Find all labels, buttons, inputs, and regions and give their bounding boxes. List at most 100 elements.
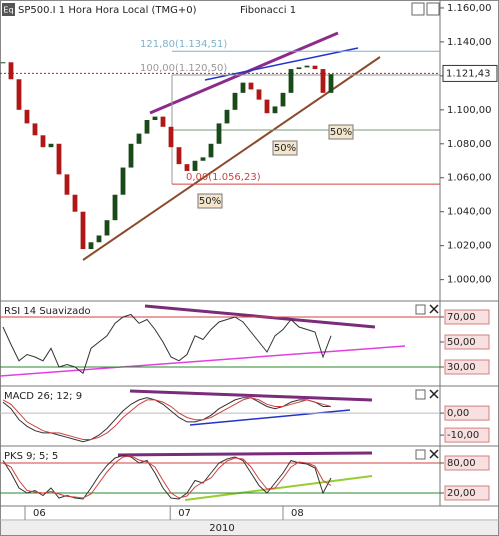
candle — [56, 143, 62, 175]
current-price-label: 1.121,43 — [446, 68, 491, 79]
y-tick-label: 0,00 — [447, 408, 469, 419]
series-line — [2, 455, 332, 499]
y-tick-box — [444, 334, 490, 350]
candle — [88, 242, 94, 250]
candle — [256, 89, 262, 100]
x-axis-label: 2010 — [209, 523, 234, 534]
candle — [176, 147, 182, 165]
candle — [168, 126, 174, 148]
trendline — [117, 451, 373, 457]
trendline — [129, 389, 373, 402]
candle — [152, 116, 158, 121]
panel-button[interactable] — [415, 304, 426, 315]
annotation: 50% — [274, 143, 296, 154]
candle — [192, 160, 198, 171]
symbol-icon[interactable] — [2, 3, 15, 16]
year-strip — [1, 521, 498, 535]
current-price-box — [442, 64, 498, 82]
candle — [24, 109, 30, 124]
y-tick-box — [444, 309, 490, 325]
candle — [160, 116, 166, 127]
y-tick-label: 1.160,00 — [447, 3, 492, 14]
panel-button[interactable] — [426, 2, 440, 16]
candle — [272, 106, 278, 114]
y-tick-box — [444, 405, 490, 421]
series-line — [2, 313, 332, 375]
y-tick-box — [444, 359, 490, 375]
fib-label: 121,80(1.134,51) — [140, 39, 227, 50]
candle — [304, 65, 310, 68]
chart-title[interactable]: SP500.I 1 Hora Hora Local (TMG+0) — [18, 5, 197, 16]
candle — [32, 123, 38, 136]
y-tick-label: 20,00 — [447, 488, 476, 499]
panel-button[interactable] — [415, 449, 426, 460]
y-tick-label: 1.060,00 — [447, 173, 492, 184]
y-tick-label: -10,00 — [447, 430, 479, 441]
candle — [48, 143, 54, 148]
panel-title[interactable]: PKS 9; 5; 5 — [4, 451, 58, 462]
x-tick-label: 06 — [33, 508, 46, 519]
trendlines — [0, 31, 440, 501]
trendline — [0, 345, 406, 377]
y-tick-label: 30,00 — [447, 362, 476, 373]
y-tick-label: 1.080,00 — [447, 139, 492, 150]
panel-button[interactable] — [415, 389, 426, 400]
candle — [136, 133, 142, 144]
symbol-icon-text: Eq — [3, 6, 13, 15]
indicator-name[interactable]: Fibonacci 1 — [240, 5, 296, 16]
candle — [240, 82, 246, 93]
candle — [312, 65, 318, 70]
trendline — [189, 409, 351, 426]
candle — [280, 92, 286, 107]
fib-label: 100,00(1.120,50) — [140, 63, 227, 74]
y-tick-label: 1.020,00 — [447, 241, 492, 252]
candle — [208, 143, 214, 158]
close-icon[interactable] — [429, 304, 439, 314]
close-icons — [429, 304, 439, 459]
x-tick-label: 07 — [178, 508, 191, 519]
candle — [232, 92, 238, 110]
candle — [296, 67, 302, 70]
candle — [72, 194, 78, 212]
candle — [128, 143, 134, 168]
candle — [112, 194, 118, 221]
panel-title[interactable]: MACD 26; 12; 9 — [4, 391, 82, 402]
candle — [96, 235, 102, 243]
candle — [144, 120, 150, 134]
annotation-box — [197, 193, 223, 209]
annotations: 50% 50% 50% — [197, 124, 354, 209]
y-tick-label: 1.040,00 — [447, 207, 492, 218]
x-tick-label: 08 — [291, 508, 304, 519]
panel-title[interactable]: RSI 14 Suavizado — [4, 306, 91, 317]
candle — [184, 164, 190, 171]
y-tick-label: 1.140,00 — [447, 37, 492, 48]
series-line — [2, 397, 332, 440]
candle — [8, 62, 14, 80]
candle — [104, 220, 110, 236]
candle — [224, 109, 230, 124]
y-tick-label: 50,00 — [447, 337, 476, 348]
candle — [80, 211, 86, 250]
candle — [40, 135, 46, 148]
annotation: 50% — [330, 127, 352, 138]
candle — [0, 62, 6, 64]
candle — [328, 74, 334, 93]
trendline — [184, 475, 373, 501]
y-tick-box — [444, 427, 490, 443]
panel-button[interactable] — [411, 2, 425, 16]
series-line — [2, 397, 331, 443]
annotation-box — [272, 140, 298, 156]
candle — [200, 157, 206, 161]
candle — [120, 167, 126, 195]
candle — [216, 123, 222, 144]
close-icon[interactable] — [429, 389, 439, 399]
candle — [64, 174, 70, 195]
y-tick-label: 1.000,00 — [447, 275, 492, 286]
candle — [16, 79, 22, 110]
annotation: 50% — [199, 196, 221, 207]
fib-label: 0,00(1.056,23) — [186, 172, 261, 183]
y-tick-label: 1.100,00 — [447, 105, 492, 116]
close-icon[interactable] — [429, 449, 439, 459]
